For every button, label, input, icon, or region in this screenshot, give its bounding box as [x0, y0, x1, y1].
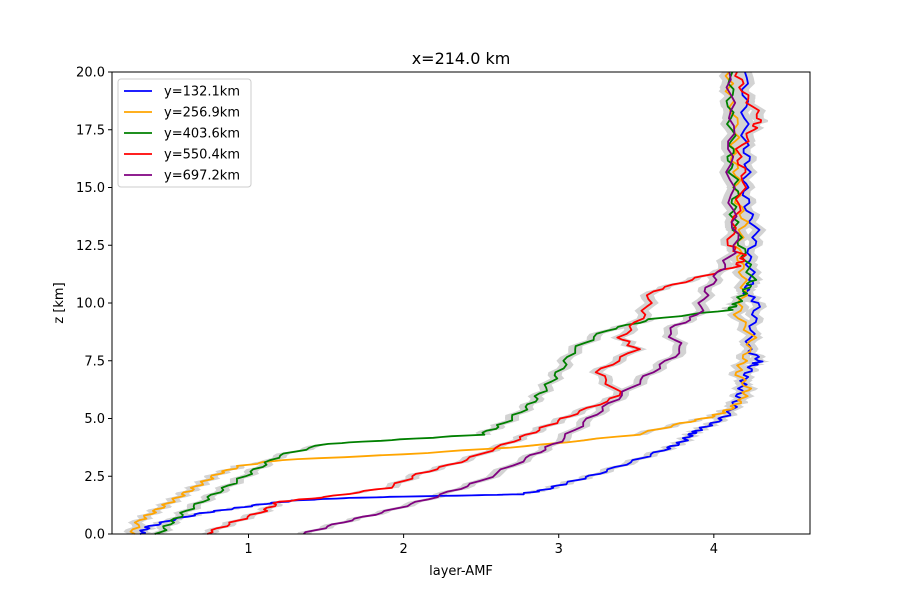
series-line-4	[206, 71, 762, 535]
x-axis-label: layer-AMF	[429, 564, 493, 579]
series-line-5	[303, 71, 740, 535]
y-tick-label: 15.0	[76, 181, 105, 196]
x-axis: 1 2 3 4	[244, 534, 718, 557]
y-tick-label: 7.5	[84, 354, 105, 369]
legend-entry-label: y=132.1km	[164, 85, 240, 100]
y-axis-label: z [km]	[52, 282, 67, 323]
x-tick-label: 2	[399, 542, 407, 557]
legend-entry-label: y=550.4km	[164, 148, 240, 163]
series-line-1	[139, 71, 764, 535]
y-tick-label: 10.0	[76, 297, 105, 312]
legend-entry-label: y=256.9km	[164, 106, 240, 121]
uncertainty-band-4	[200, 72, 769, 534]
y-tick-label: 12.5	[76, 239, 105, 254]
uncertainty-bands	[123, 72, 770, 534]
legend-box	[117, 78, 252, 188]
y-tick-label: 5.0	[84, 412, 105, 427]
x-tick-label: 4	[710, 542, 718, 557]
legend-entry-label: y=403.6km	[164, 127, 240, 142]
legend-entry-label: y=697.2km	[164, 169, 240, 184]
series-lines	[129, 71, 764, 535]
uncertainty-band-5	[296, 72, 746, 534]
chart-title: x=214.0 km	[412, 49, 511, 68]
y-tick-label: 20.0	[76, 66, 105, 81]
series-line-3	[154, 71, 758, 535]
legend: y=132.1km y=256.9km y=403.6km y=550.4km y=69…	[117, 78, 252, 188]
y-tick-label: 0.0	[84, 528, 105, 543]
y-tick-label: 2.5	[84, 470, 105, 485]
x-tick-label: 3	[555, 542, 563, 557]
x-tick-label: 1	[244, 542, 252, 557]
y-axis: 0.0 2.5 5.0 7.5 10.0 12.5 15.0 17.5 20.0	[76, 66, 112, 543]
uncertainty-band-2	[123, 72, 764, 534]
y-tick-label: 17.5	[76, 123, 105, 138]
